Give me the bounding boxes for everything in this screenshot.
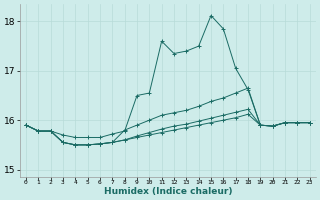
X-axis label: Humidex (Indice chaleur): Humidex (Indice chaleur)	[104, 187, 232, 196]
